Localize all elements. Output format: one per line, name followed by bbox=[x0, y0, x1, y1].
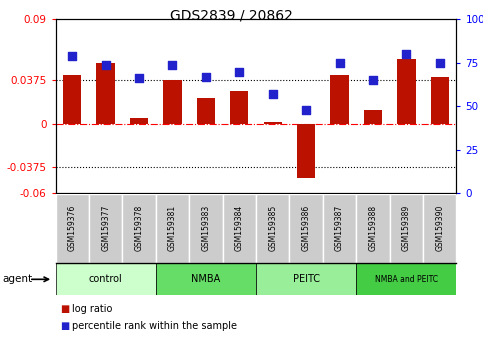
Bar bbox=[430, 77, 449, 124]
Point bbox=[436, 60, 443, 66]
Text: ■: ■ bbox=[60, 304, 70, 314]
Text: agent: agent bbox=[2, 274, 32, 284]
Text: log ratio: log ratio bbox=[72, 304, 113, 314]
Bar bbox=[230, 91, 248, 124]
Bar bbox=[97, 63, 115, 124]
Point bbox=[402, 51, 410, 57]
Bar bbox=[364, 110, 382, 124]
Text: control: control bbox=[89, 274, 123, 284]
Text: GSM159381: GSM159381 bbox=[168, 205, 177, 251]
Text: GSM159387: GSM159387 bbox=[335, 205, 344, 251]
Bar bbox=[256, 194, 289, 263]
Text: GSM159386: GSM159386 bbox=[301, 205, 311, 251]
Bar bbox=[197, 98, 215, 124]
Bar bbox=[423, 194, 456, 263]
Text: ■: ■ bbox=[60, 321, 70, 331]
Bar bbox=[223, 194, 256, 263]
Point bbox=[269, 91, 277, 97]
Bar bbox=[130, 118, 148, 124]
Text: NMBA: NMBA bbox=[191, 274, 221, 284]
Bar bbox=[397, 59, 415, 124]
Bar bbox=[163, 80, 182, 124]
Text: GSM159389: GSM159389 bbox=[402, 205, 411, 251]
Bar bbox=[156, 194, 189, 263]
Point bbox=[202, 74, 210, 80]
Bar bbox=[63, 75, 82, 124]
Text: GDS2839 / 20862: GDS2839 / 20862 bbox=[170, 9, 293, 23]
Bar bbox=[89, 194, 122, 263]
Text: GSM159376: GSM159376 bbox=[68, 205, 77, 251]
Text: GSM159378: GSM159378 bbox=[135, 205, 143, 251]
Text: NMBA and PEITC: NMBA and PEITC bbox=[375, 275, 438, 284]
Point bbox=[169, 62, 176, 67]
Bar bbox=[323, 194, 356, 263]
Bar bbox=[56, 263, 156, 295]
Text: GSM159388: GSM159388 bbox=[369, 205, 377, 251]
Point bbox=[135, 76, 143, 81]
Bar bbox=[264, 122, 282, 124]
Text: GSM159384: GSM159384 bbox=[235, 205, 244, 251]
Bar bbox=[289, 194, 323, 263]
Bar bbox=[256, 263, 356, 295]
Bar bbox=[297, 124, 315, 178]
Bar bbox=[356, 263, 456, 295]
Text: GSM159390: GSM159390 bbox=[435, 205, 444, 251]
Text: GSM159383: GSM159383 bbox=[201, 205, 211, 251]
Text: PEITC: PEITC bbox=[293, 274, 320, 284]
Point bbox=[336, 60, 343, 66]
Point bbox=[102, 62, 110, 67]
Bar bbox=[122, 194, 156, 263]
Text: GSM159377: GSM159377 bbox=[101, 205, 110, 251]
Bar bbox=[330, 75, 349, 124]
Point bbox=[369, 78, 377, 83]
Point bbox=[235, 69, 243, 74]
Bar bbox=[56, 194, 89, 263]
Bar bbox=[356, 194, 390, 263]
Point bbox=[302, 107, 310, 113]
Text: GSM159385: GSM159385 bbox=[268, 205, 277, 251]
Text: percentile rank within the sample: percentile rank within the sample bbox=[72, 321, 238, 331]
Bar bbox=[189, 194, 223, 263]
Point bbox=[69, 53, 76, 59]
Bar bbox=[390, 194, 423, 263]
Bar bbox=[156, 263, 256, 295]
